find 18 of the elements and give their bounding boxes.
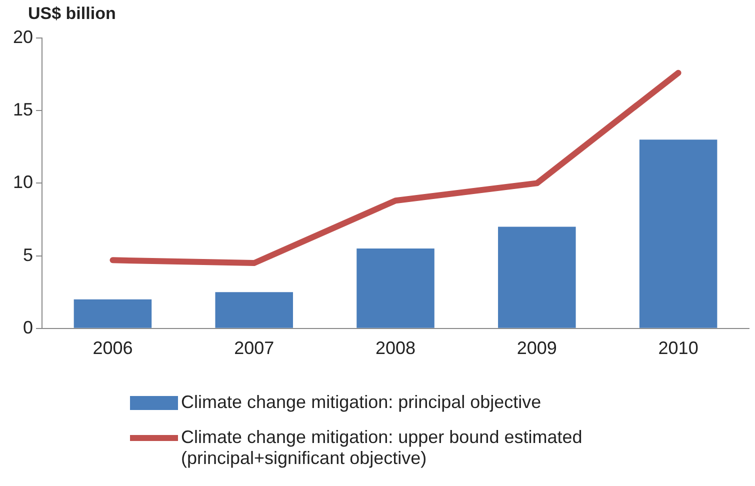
y-tick-label: 5: [23, 244, 34, 265]
bar: [356, 248, 434, 328]
x-tick-label: 2010: [658, 338, 698, 358]
x-tick-label: 2006: [92, 338, 133, 358]
bar: [215, 292, 293, 328]
legend-label: Climate change mitigation: principal objective: [181, 392, 542, 413]
bar: [639, 140, 718, 328]
x-tick-label: 2007: [234, 338, 274, 358]
y-tick-label: 10: [12, 172, 34, 192]
y-tick-label: 15: [12, 100, 34, 120]
y-axis-title: US$ billion: [28, 4, 116, 24]
x-tick-label: 2009: [516, 338, 557, 358]
bar: [498, 226, 576, 328]
legend-label: Climate change mitigation: upper bound estimated (principal+significant objective): [181, 427, 584, 469]
x-tick-label: 2008: [375, 338, 416, 358]
bar: [74, 299, 152, 328]
y-tick-label: 20: [12, 26, 34, 47]
y-tick-label: 0: [23, 317, 34, 338]
